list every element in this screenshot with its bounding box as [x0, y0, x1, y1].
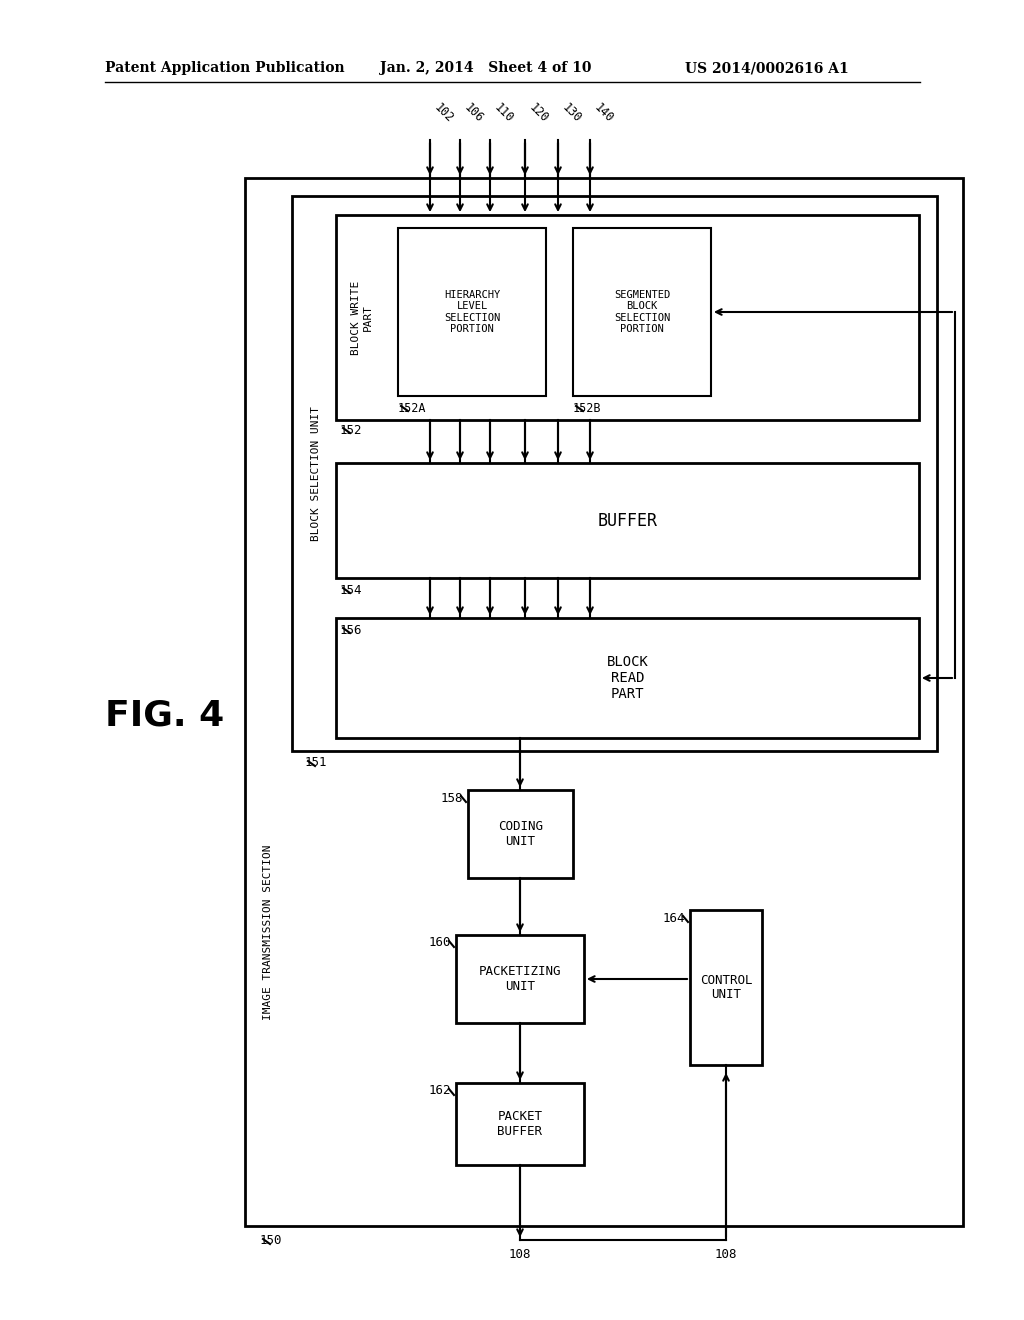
- Text: BUFFER: BUFFER: [597, 511, 657, 529]
- Text: 152B: 152B: [573, 401, 601, 414]
- Text: FIG. 4: FIG. 4: [105, 698, 224, 733]
- Text: SEGMENTED
BLOCK
SELECTION
PORTION: SEGMENTED BLOCK SELECTION PORTION: [613, 289, 670, 334]
- Text: 154: 154: [340, 583, 362, 597]
- Text: PACKETIZING
UNIT: PACKETIZING UNIT: [479, 965, 561, 993]
- Bar: [468, 789, 573, 878]
- Text: 108: 108: [715, 1249, 737, 1262]
- Bar: [292, 195, 937, 751]
- Bar: [456, 1082, 584, 1166]
- Text: 156: 156: [340, 623, 362, 636]
- Bar: [336, 215, 919, 420]
- Text: 160: 160: [428, 936, 451, 949]
- Text: 150: 150: [260, 1234, 283, 1247]
- Bar: [690, 909, 762, 1065]
- Text: 152A: 152A: [398, 401, 427, 414]
- Text: BLOCK WRITE
PART: BLOCK WRITE PART: [351, 280, 373, 355]
- Text: 152: 152: [340, 424, 362, 437]
- Text: PACKET
BUFFER: PACKET BUFFER: [498, 1110, 543, 1138]
- Text: HIERARCHY
LEVEL
SELECTION
PORTION: HIERARCHY LEVEL SELECTION PORTION: [443, 289, 500, 334]
- Bar: [336, 463, 919, 578]
- Text: 164: 164: [663, 912, 685, 924]
- Text: BLOCK SELECTION UNIT: BLOCK SELECTION UNIT: [311, 407, 321, 541]
- Text: US 2014/0002616 A1: US 2014/0002616 A1: [685, 61, 849, 75]
- Bar: [573, 228, 711, 396]
- Text: 151: 151: [305, 756, 328, 770]
- Text: 140: 140: [592, 100, 616, 125]
- Text: IMAGE TRANSMISSION SECTION: IMAGE TRANSMISSION SECTION: [263, 845, 273, 1020]
- Bar: [336, 618, 919, 738]
- Bar: [398, 228, 546, 396]
- Text: 102: 102: [432, 100, 456, 125]
- Text: 158: 158: [440, 792, 463, 804]
- Text: 120: 120: [526, 100, 551, 125]
- Text: 108: 108: [509, 1249, 531, 1262]
- Text: Patent Application Publication: Patent Application Publication: [105, 61, 345, 75]
- Text: BLOCK
READ
PART: BLOCK READ PART: [606, 655, 648, 701]
- Text: 130: 130: [560, 100, 584, 125]
- Text: Jan. 2, 2014   Sheet 4 of 10: Jan. 2, 2014 Sheet 4 of 10: [380, 61, 592, 75]
- Bar: [456, 935, 584, 1023]
- Bar: [245, 178, 963, 1226]
- Text: 162: 162: [428, 1085, 451, 1097]
- Text: 106: 106: [462, 100, 486, 125]
- Text: 110: 110: [492, 100, 516, 125]
- Text: CONTROL
UNIT: CONTROL UNIT: [699, 974, 753, 1002]
- Text: CODING
UNIT: CODING UNIT: [498, 820, 543, 847]
